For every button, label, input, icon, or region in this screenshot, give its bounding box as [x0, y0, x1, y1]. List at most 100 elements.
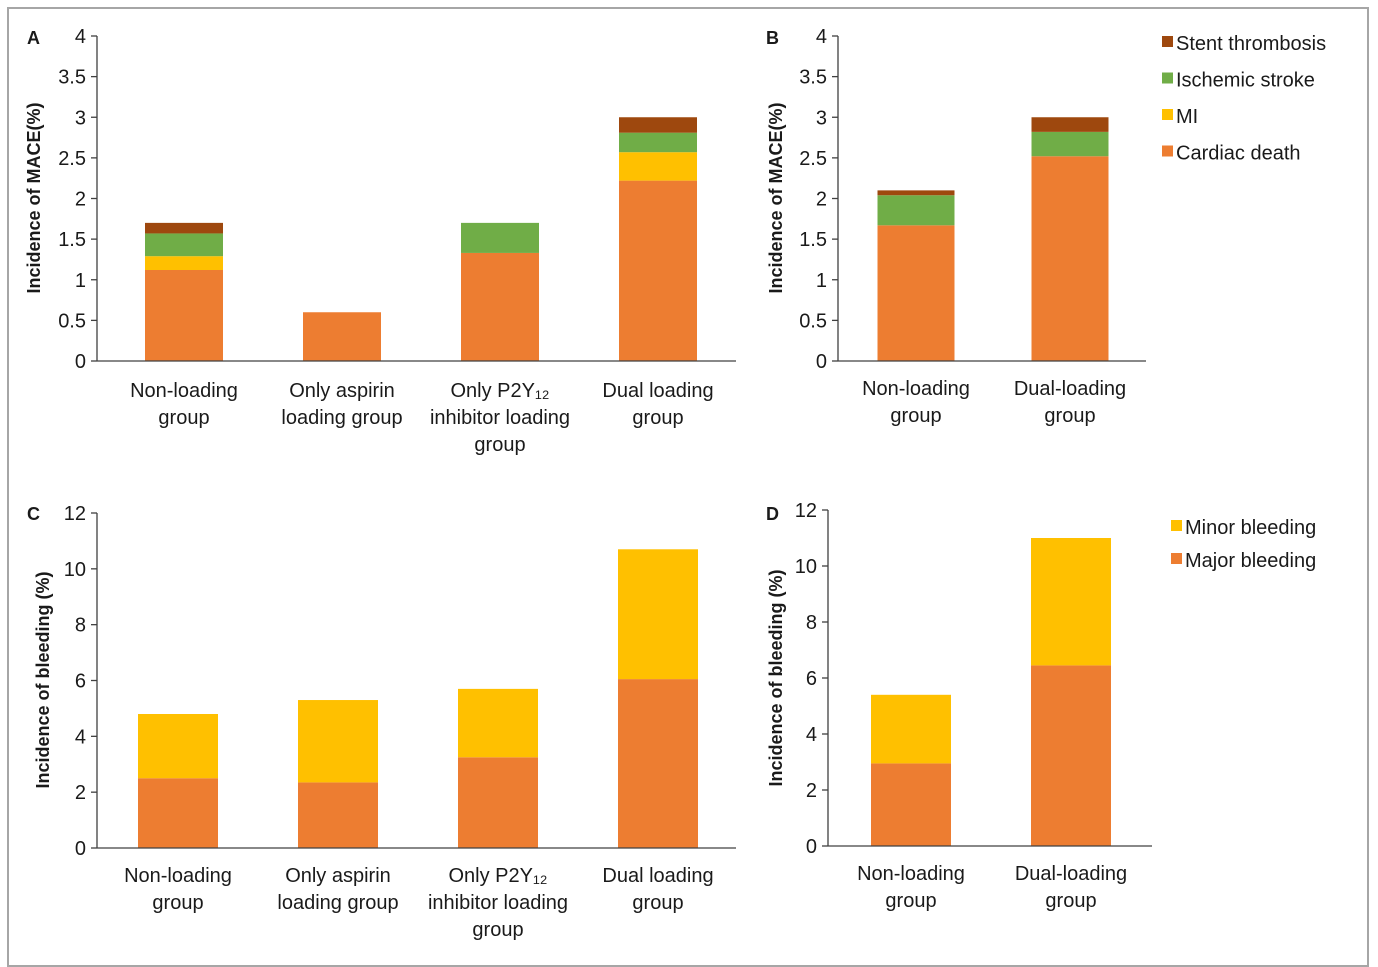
y-tick-label: 10 [64, 559, 86, 581]
bar-segment [298, 782, 378, 848]
category-label-line: group [1045, 890, 1096, 912]
bar-segment [138, 778, 218, 848]
y-tick-label: 12 [795, 500, 817, 522]
category-label: Non-loading group [124, 865, 232, 914]
panel-a: A 0 0.5 1 1.5 2 2.5 3 3.5 4 Incidence of MACE(%) No… [24, 26, 736, 456]
legend-label: Ischemic stroke [1176, 70, 1315, 92]
y-tick-label: 10 [795, 556, 817, 578]
y-tick-label: 6 [806, 668, 817, 690]
bar-segment [145, 233, 223, 257]
bar-segment [619, 180, 697, 361]
category-label: Dual-loading group [1015, 863, 1127, 912]
legend: Minor bleeding Major bleeding [1171, 517, 1316, 572]
y-axis-label: Incidence of MACE(%) [766, 102, 786, 293]
category-label-line: group [1044, 405, 1095, 427]
panel-d: D 0 2 4 6 8 10 12 Incidence of bleeding (%) Non-l… [766, 500, 1316, 912]
y-axis-label: Incidence of MACE(%) [24, 102, 44, 293]
bar-segment [871, 763, 951, 846]
bar-segment [619, 117, 697, 133]
bar-segment [145, 256, 223, 270]
panel-c: C 0 2 4 6 8 10 12 Incidence of bleeding (%) Non-l… [27, 503, 736, 941]
y-tick-label: 0.5 [799, 310, 827, 332]
bar-segment [1031, 156, 1109, 361]
y-tick-label: 3 [816, 107, 827, 129]
y-tick-label: 1.5 [799, 229, 827, 251]
category-label-line: group [158, 407, 209, 429]
legend-swatch [1162, 36, 1173, 47]
category-label: Only aspirin loading group [277, 865, 398, 914]
category-label-line: Non-loading [124, 865, 232, 887]
bar-segment [877, 225, 955, 361]
category-label-line: group [152, 892, 203, 914]
category-label: Only P2Y₁₂ inhibitor loading group [428, 865, 568, 941]
category-label: Dual loading group [602, 380, 713, 429]
bar-segment [1031, 538, 1111, 666]
bar-segment [145, 222, 223, 234]
y-tick-label: 4 [75, 726, 86, 748]
bar-segment [871, 694, 951, 764]
category-label-line: Non-loading [862, 378, 970, 400]
legend-label: Cardiac death [1176, 143, 1301, 165]
y-tick-label: 4 [75, 26, 86, 48]
bar-segment [298, 700, 378, 783]
panel-letter: B [766, 28, 779, 48]
bar-segment [1031, 131, 1109, 157]
bar-segment [303, 312, 381, 361]
bar-segment [1031, 117, 1109, 132]
category-label-line: inhibitor loading [430, 407, 570, 429]
bar-segment [877, 190, 955, 196]
category-label-line: Non-loading [130, 380, 238, 402]
panel-letter: A [27, 28, 40, 48]
category-label-line: group [472, 919, 523, 941]
category-label: Dual-loading group [1014, 378, 1126, 427]
category-label-line: Only aspirin [285, 865, 391, 887]
category-label-line: group [885, 890, 936, 912]
y-tick-label: 3 [75, 107, 86, 129]
y-tick-label: 2 [806, 780, 817, 802]
category-label: Non-loading group [857, 863, 965, 912]
category-label-line: Dual loading [602, 380, 713, 402]
y-tick-label: 4 [806, 724, 817, 746]
category-label: Only P2Y₁₂ inhibitor loading group [430, 380, 570, 456]
category-label-line: Dual-loading [1014, 378, 1126, 400]
bar-segment [458, 757, 538, 848]
legend: Stent thrombosis Ischemic stroke MI Cardiac… [1162, 33, 1326, 165]
category-label: Non-loading group [862, 378, 970, 427]
y-tick-label: 3.5 [58, 67, 86, 89]
bar-segment [618, 549, 698, 680]
category-label-line: group [474, 434, 525, 456]
category-label-line: Dual-loading [1015, 863, 1127, 885]
category-label-line: inhibitor loading [428, 892, 568, 914]
bar-segment [458, 688, 538, 758]
category-label: Only aspirin loading group [281, 380, 402, 429]
category-label-line: loading group [281, 407, 402, 429]
y-tick-label: 0 [816, 351, 827, 373]
bar-segment [138, 714, 218, 779]
y-tick-label: 6 [75, 671, 86, 693]
category-label-line: Non-loading [857, 863, 965, 885]
y-tick-label: 2 [816, 189, 827, 211]
y-tick-label: 4 [816, 26, 827, 48]
panel-b: B 0 0.5 1 1.5 2 2.5 3 3.5 4 Incidence of MACE(%) No… [766, 26, 1326, 427]
y-tick-label: 1 [75, 270, 86, 292]
bar-segment [877, 195, 955, 226]
legend-swatch [1162, 72, 1173, 84]
category-label-line: Only P2Y₁₂ [451, 380, 550, 402]
legend-label: Major bleeding [1185, 550, 1316, 572]
legend-swatch [1171, 553, 1182, 564]
legend-label: MI [1176, 106, 1198, 128]
y-tick-label: 1.5 [58, 229, 86, 251]
category-label-line: group [890, 405, 941, 427]
bar-segment [619, 152, 697, 181]
y-tick-label: 8 [806, 612, 817, 634]
legend-swatch [1162, 109, 1173, 120]
legend-label: Stent thrombosis [1176, 33, 1326, 55]
y-tick-label: 0 [75, 351, 86, 373]
y-axis-label: Incidence of bleeding (%) [33, 571, 53, 788]
category-label-line: group [632, 892, 683, 914]
y-tick-label: 2 [75, 782, 86, 804]
panel-letter: C [27, 504, 40, 524]
category-label: Non-loading group [130, 380, 238, 429]
y-tick-label: 0.5 [58, 310, 86, 332]
y-tick-label: 1 [816, 270, 827, 292]
